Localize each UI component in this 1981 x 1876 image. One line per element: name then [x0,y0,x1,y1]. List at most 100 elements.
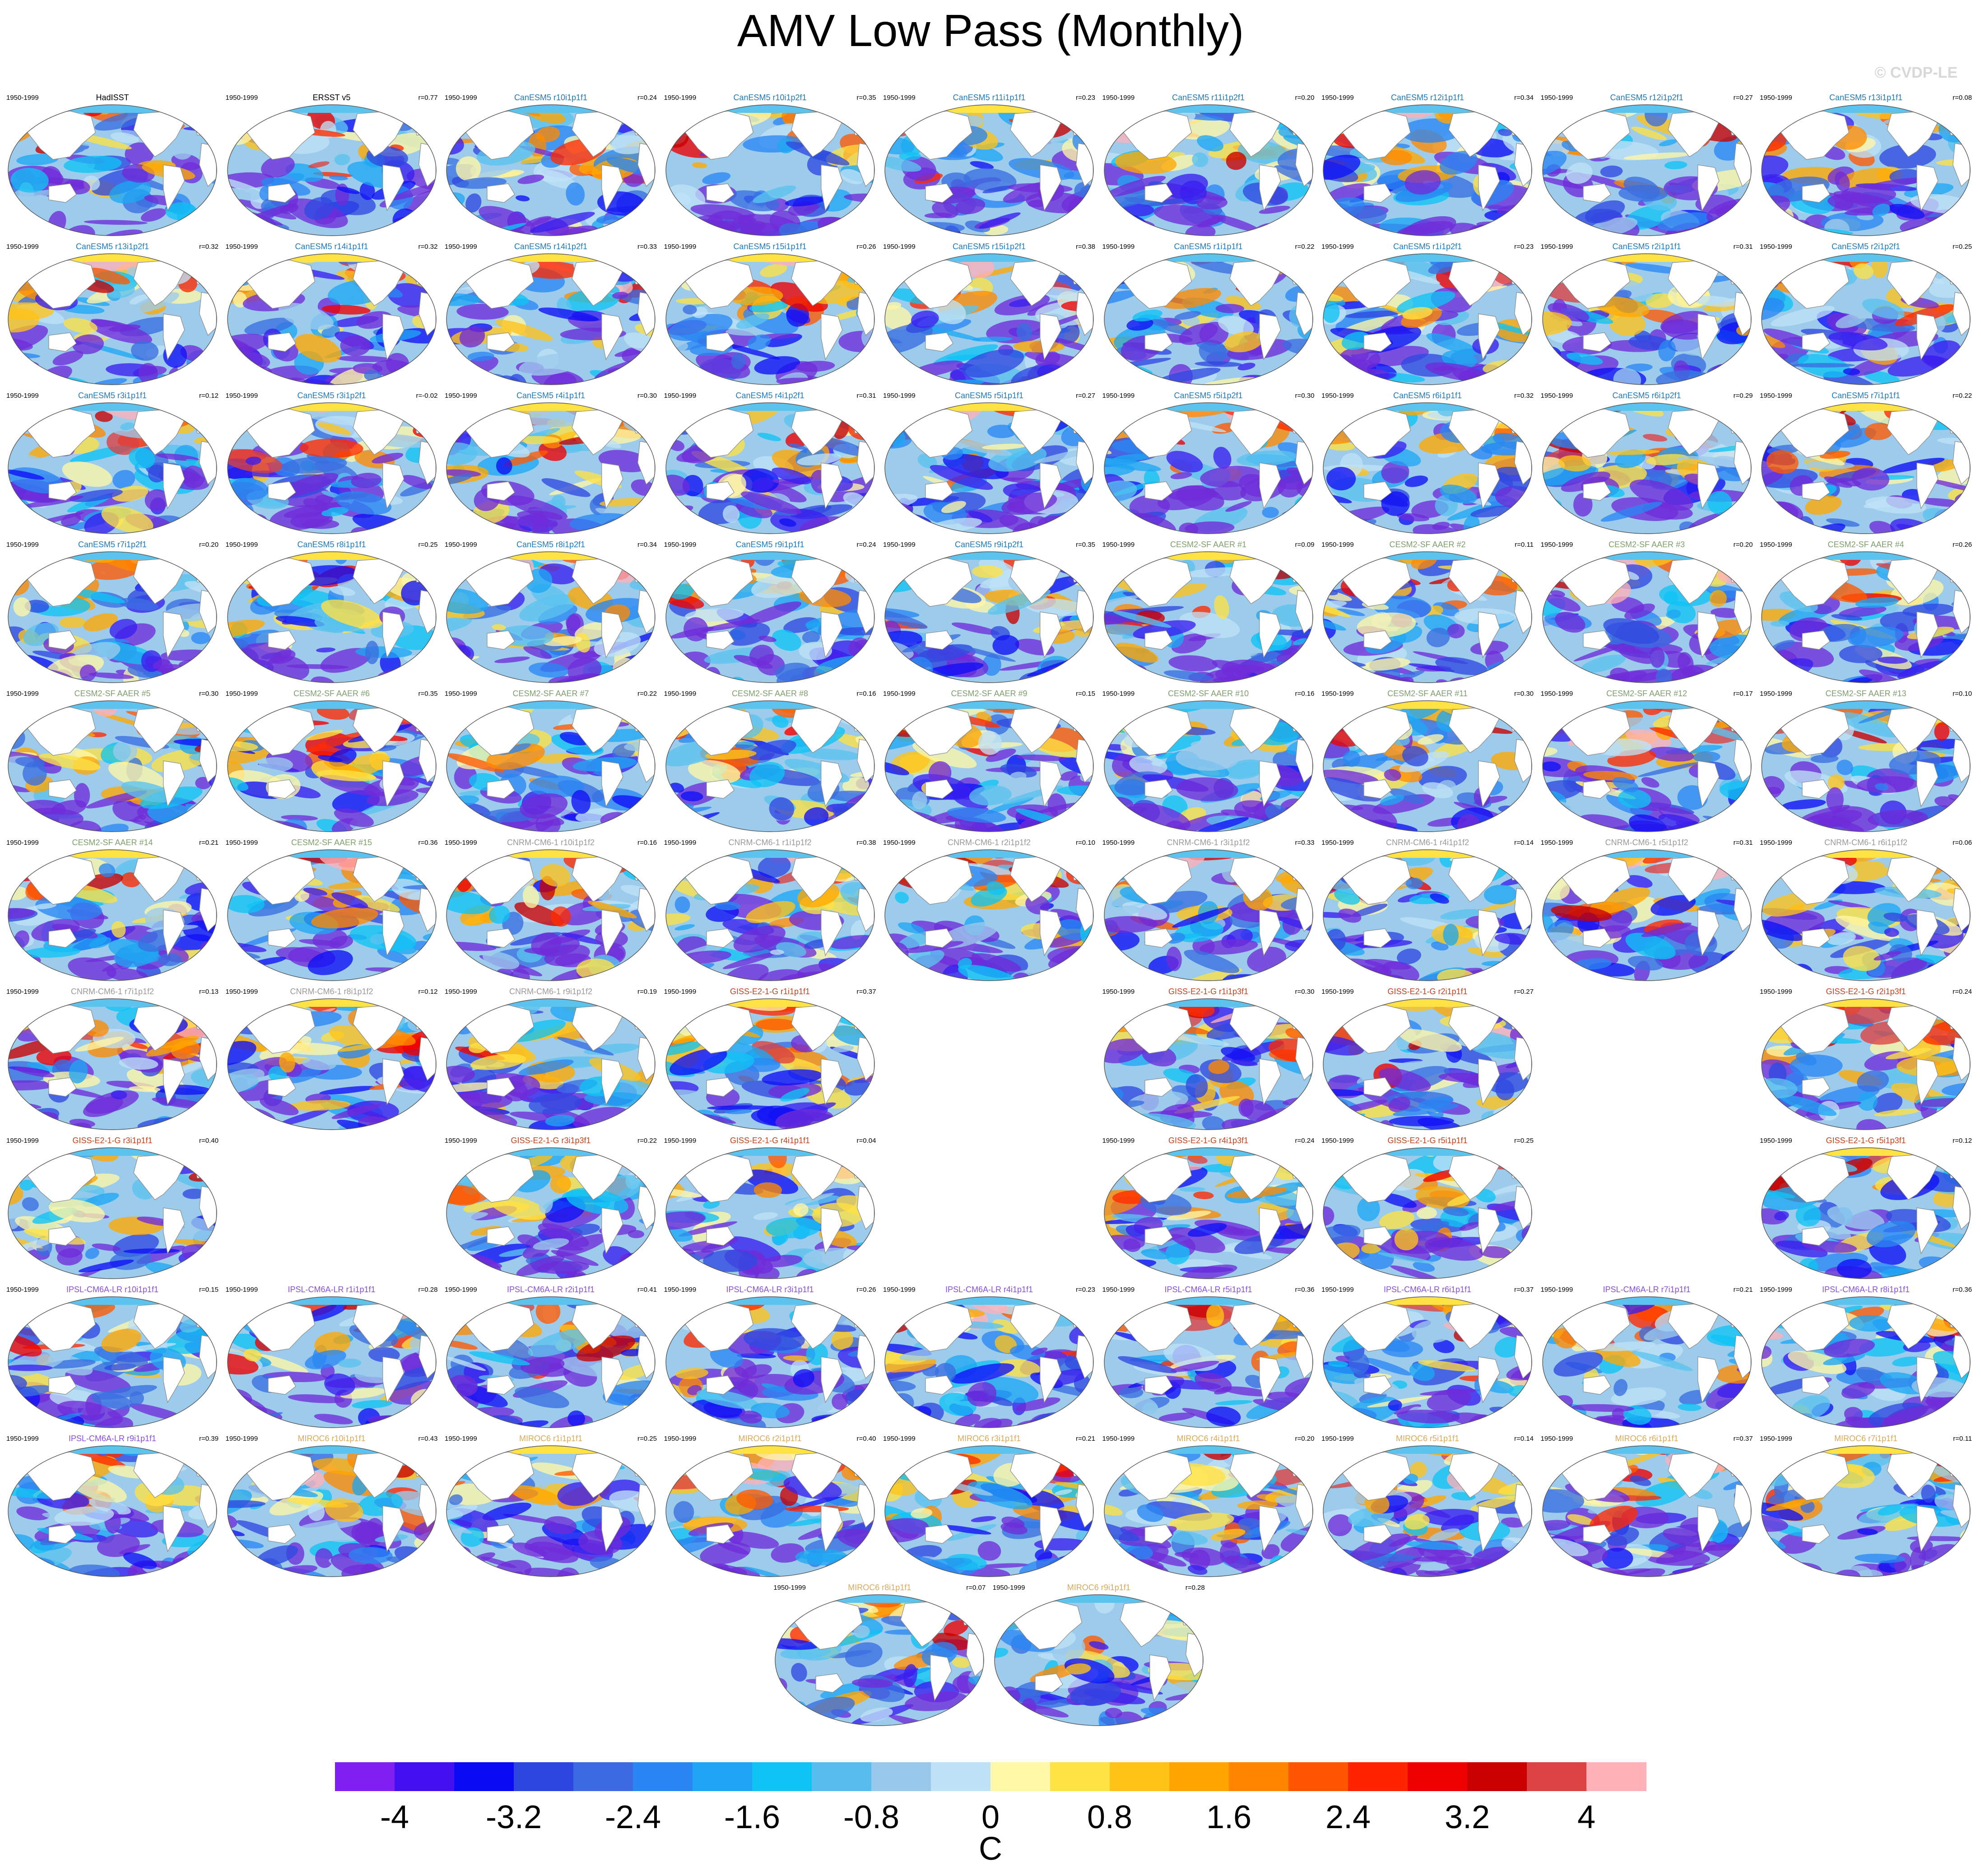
anomaly-patch [1762,367,1785,385]
anomaly-patch [1657,212,1711,231]
anomaly-patch [227,105,237,126]
panel-correlation-label: r=0.33 [637,243,657,251]
arctic-band [227,254,436,262]
anomaly-patch [1178,323,1218,345]
panel-correlation-label: r=0.32 [199,243,219,251]
anomaly-patch [1323,854,1340,876]
anomaly-patch [8,114,36,130]
landmass-greenland [1938,105,1956,117]
panel-correlation-label: r=0.30 [199,690,219,698]
anomaly-patch [8,270,18,279]
panel-title: CanESM5 r2i1p2f1 [1831,242,1901,251]
anomaly-patch [153,659,170,669]
map-panel: 1950-1999 CanESM5 r9i1p2f1 r=0.35 [883,540,1095,684]
anomaly-patch [1642,434,1667,442]
anomaly-patch [1693,296,1737,307]
anomaly-patch [930,465,993,490]
anomaly-patch [517,174,544,184]
landmass-south-america [1478,611,1500,659]
anomaly-patch [1341,331,1371,350]
panel-period-label: 1950-1999 [1102,243,1135,251]
panel-correlation-label: r=0.35 [1076,541,1095,549]
anomaly-patch [885,107,910,116]
anomaly-patch [1056,369,1093,380]
anomaly-patch [1872,204,1890,217]
anomaly-patch [1805,495,1842,515]
map-panel: 1950-1999 CanESM5 r5i1p2f1 r=0.30 [1102,391,1315,535]
landmass-south-america [163,313,185,361]
panel-title: CanESM5 r3i1p1f1 [78,391,147,400]
anomaly-patch [239,254,291,259]
anomaly-patch [885,609,928,629]
panel-title: CanESM5 r7i1p1f1 [1831,391,1901,400]
anomaly-patch [227,519,252,534]
anomaly-patch [191,561,216,575]
map-outline [227,551,437,683]
sst-anomaly-map [1761,104,1971,236]
sst-anomaly-map [1323,849,1532,981]
landmass-south-america [382,164,404,212]
sst-anomaly-map [1103,402,1313,534]
anomaly-patch [516,195,530,201]
sst-anomaly-map [227,253,437,385]
anomaly-patch [885,302,902,310]
anomaly-patch [1770,620,1790,627]
anomaly-patch [1732,577,1750,583]
anomaly-patch [949,439,1012,456]
landmass-greenland [1499,403,1517,415]
panel-title: CanESM5 r9i1p2f1 [954,540,1024,549]
map-outline [1323,253,1532,385]
anomaly-patch [308,161,330,168]
landmass-south-america [382,462,404,510]
anomaly-patch [1400,118,1463,143]
anomaly-patch [63,318,98,334]
anomaly-patch [391,978,425,981]
landmass-greenland [623,105,641,117]
anomaly-patch [1152,358,1171,382]
panel-title: CNRM-CM6-1 r2i1p1f2 [947,838,1031,847]
sst-anomaly-map [1761,402,1971,534]
landmass-south-america [1916,611,1939,659]
anomaly-patch [450,552,480,564]
landmass-south-america [163,611,185,659]
landmass-greenland [403,403,421,415]
landmass-south-america [1040,611,1062,659]
anomaly-patch [496,457,512,475]
anomaly-patch [1708,969,1729,981]
anomaly-patch [21,214,36,233]
panel-period-label: 1950-1999 [1540,541,1573,549]
anomaly-patch [365,641,379,665]
anomaly-patch [1325,221,1355,235]
panel-title: CanESM5 r6i1p1f1 [1393,391,1462,400]
landmass-australia [1144,183,1173,203]
anomaly-patch [1855,597,1899,608]
anomaly-patch [1362,658,1410,671]
panel-title: CanESM5 r13i1p2f1 [75,242,149,251]
landmass-europe [192,414,217,434]
anomaly-patch [758,636,777,642]
map-panel: 1950-1999 CNRM-CM6-1 r2i1p1f2 r=0.10 [883,838,1095,982]
anomaly-patch [1600,165,1623,177]
map-panel: 1950-1999 ERSST v5 r=0.77 [226,93,438,237]
anomaly-patch [310,676,336,683]
anomaly-patch [1440,484,1477,504]
anomaly-patch [893,850,912,861]
panel-period-label: 1950-1999 [883,243,916,251]
anomaly-patch [1547,303,1589,322]
anomaly-patch [1791,363,1855,368]
panel-period-label: 1950-1999 [883,541,916,549]
anomaly-patch [1104,115,1129,128]
sst-anomaly-map [8,104,217,236]
anomaly-patch [303,498,330,511]
anomaly-patch [536,169,576,189]
anomaly-patch [1677,652,1693,674]
anomaly-patch [316,647,335,652]
anomaly-patch [1196,196,1228,209]
anomaly-patch [860,948,874,953]
sst-anomaly-map [227,402,437,534]
anomaly-patch [1261,507,1279,518]
anomaly-patch [1902,603,1954,617]
arctic-band [446,403,655,411]
map-panel: 1950-1999 CanESM5 r1i1p2f1 r=0.23 [1321,242,1534,386]
anomaly-patch [1270,660,1313,680]
